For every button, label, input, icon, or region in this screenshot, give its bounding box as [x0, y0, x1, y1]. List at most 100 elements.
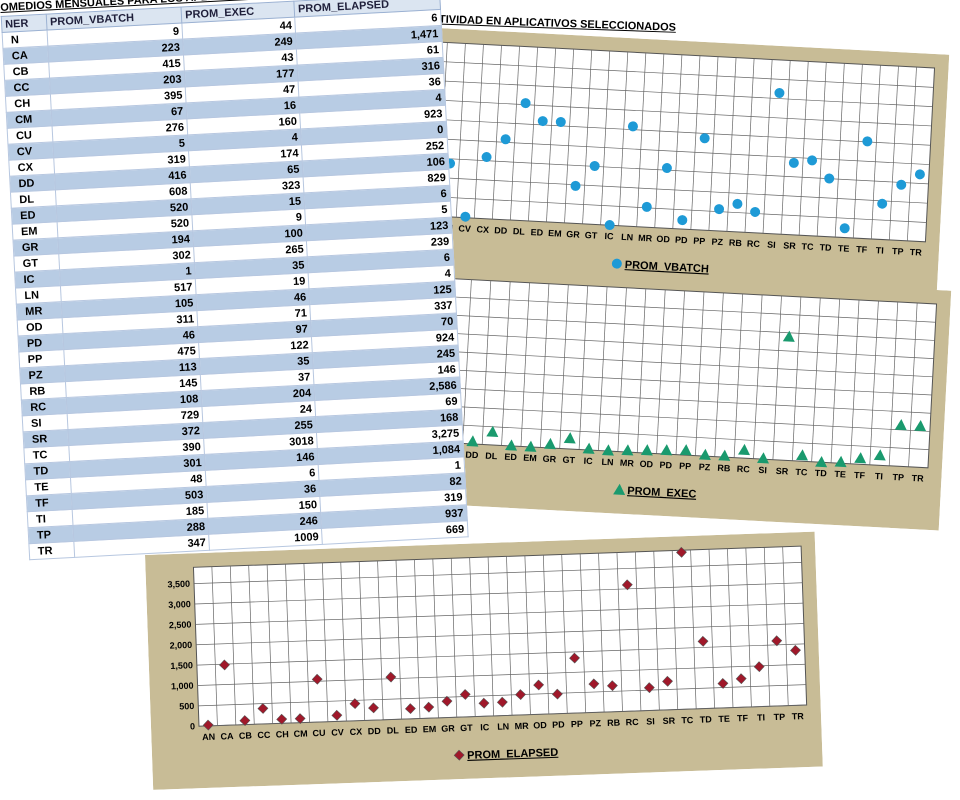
y-tick-label: 3,500: [167, 579, 190, 590]
data-point: [660, 444, 673, 456]
data-point: [331, 709, 343, 721]
data-point: [294, 713, 306, 725]
vertical-grid-line: [654, 53, 665, 228]
data-point: [404, 703, 416, 715]
horizontal-grid-line: [407, 385, 931, 414]
data-point: [815, 455, 828, 468]
vertical-grid-line: [266, 564, 274, 724]
x-tick-label: CV: [458, 223, 471, 234]
data-point: [753, 661, 765, 673]
vertical-grid-line: [285, 564, 292, 724]
x-tick-label: GT: [460, 723, 473, 733]
vertical-grid-line: [510, 46, 520, 221]
legend-label: PROM_ELAPSED: [467, 747, 558, 762]
vertical-grid-line: [303, 563, 310, 723]
x-tick-label: OD: [639, 459, 654, 470]
x-tick-label: IC: [604, 231, 614, 241]
data-point: [774, 88, 785, 99]
x-tick-label: LN: [601, 457, 614, 468]
data-point: [643, 682, 655, 694]
x-tick-label: OD: [656, 234, 671, 245]
vertical-grid-line: [811, 297, 821, 462]
vertical-grid-line: [561, 554, 568, 714]
x-tick-label: TR: [910, 247, 923, 258]
vertical-grid-line: [636, 52, 647, 227]
vertical-grid-line: [762, 59, 773, 234]
x-tick-label: CX: [476, 224, 489, 235]
data-point: [481, 152, 492, 163]
x-tick-label: TE: [834, 469, 846, 480]
vertical-grid-line: [506, 556, 513, 716]
x-tick-label: DD: [465, 450, 479, 461]
x-tick-label: IC: [583, 456, 593, 466]
x-tick-label: TC: [801, 241, 814, 252]
data-point: [732, 198, 743, 209]
horizontal-grid-line: [404, 175, 928, 204]
horizontal-grid-line: [406, 136, 930, 165]
data-point: [349, 698, 361, 710]
x-tick-label: TD: [700, 714, 713, 724]
vertical-grid-line: [635, 551, 642, 711]
vertical-grid-line: [714, 292, 724, 457]
vertical-grid-line: [524, 555, 531, 715]
x-tick-label: MR: [620, 458, 635, 469]
vertical-grid-line: [248, 565, 255, 725]
data-point: [699, 133, 710, 144]
x-tick-label: CH: [276, 729, 289, 739]
vertical-grid-line: [726, 57, 737, 232]
vertical-grid-line: [395, 560, 402, 720]
x-tick-label: RB: [717, 463, 731, 474]
x-tick-label: TD: [815, 468, 828, 479]
vertical-grid-line: [772, 295, 782, 460]
data-point: [569, 652, 580, 664]
vertical-grid-line: [850, 299, 860, 464]
vertical-grid-line: [888, 301, 899, 466]
x-tick-label: PD: [659, 460, 673, 471]
data-point: [914, 419, 927, 432]
x-tick-label: EM: [548, 228, 562, 239]
x-tick-label: PP: [693, 236, 706, 247]
data-point: [588, 678, 600, 690]
data-point: [757, 452, 769, 464]
x-tick-label: TF: [737, 713, 749, 723]
data-point: [735, 673, 747, 685]
data-point: [460, 211, 471, 222]
data-point: [589, 160, 600, 171]
horizontal-grid-line: [412, 294, 936, 323]
x-tick-label: TR: [792, 711, 805, 721]
data-point: [486, 425, 499, 438]
x-tick-label: TP: [892, 472, 904, 483]
horizontal-grid-line: [406, 403, 930, 432]
vertical-grid-line: [340, 562, 347, 722]
data-point: [621, 444, 634, 456]
x-tick-label: TP: [773, 712, 785, 722]
vertical-grid-line: [798, 61, 809, 236]
x-tick-label: PZ: [711, 237, 724, 248]
data-point: [662, 675, 673, 687]
vertical-grid-line: [559, 284, 569, 449]
x-tick-label: AN: [202, 732, 215, 742]
x-tick-label: TC: [681, 715, 694, 725]
data-point: [862, 136, 873, 147]
vertical-grid-line: [869, 300, 879, 465]
data-point: [718, 449, 731, 461]
vertical-grid-line: [830, 298, 840, 463]
vertical-grid-line: [653, 551, 660, 711]
vertical-grid-line: [636, 288, 647, 453]
data-point: [505, 439, 518, 451]
y-tick-label: 0: [190, 721, 195, 731]
x-tick-label: SI: [646, 716, 655, 726]
x-tick-label: TF: [856, 244, 868, 255]
vertical-grid-line: [708, 549, 715, 709]
x-tick-label: EM: [423, 724, 437, 734]
horizontal-grid-line: [407, 117, 931, 146]
x-tick-label: ED: [504, 452, 518, 463]
vertical-grid-line: [528, 47, 538, 222]
x-tick-label: PZ: [698, 462, 711, 473]
x-tick-label: LN: [621, 232, 634, 243]
chart: CHCMCUCVCXDDDLEDEMGRGTICLNMRODPDPPPZRBRC…: [386, 26, 950, 305]
data-point: [873, 449, 886, 461]
vertical-grid-line: [753, 294, 763, 459]
data-point: [679, 444, 692, 456]
